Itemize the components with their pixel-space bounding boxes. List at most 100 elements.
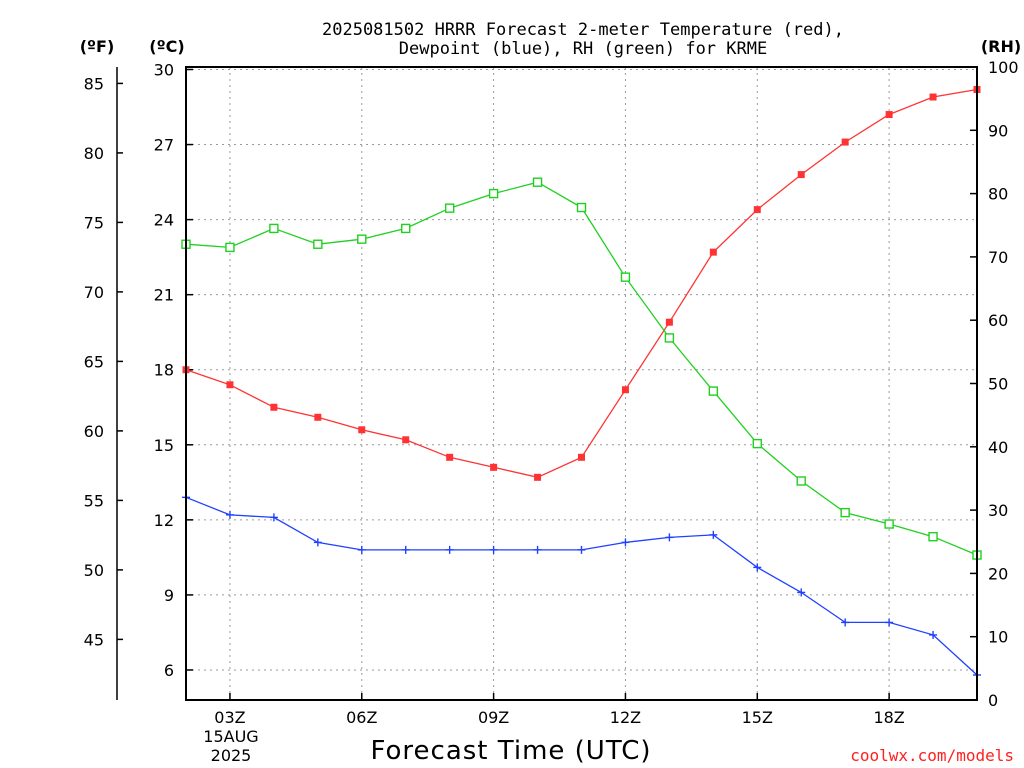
rh-point	[269, 223, 279, 234]
temperature-point	[929, 93, 937, 101]
rh-tick-label: 100	[988, 58, 1019, 77]
temperature-point	[841, 138, 849, 146]
rh-point	[532, 177, 543, 187]
rh-tick-label: 90	[988, 121, 1008, 140]
rh-tick-label: 30	[988, 501, 1008, 520]
fahrenheit-tick-label: 85	[84, 74, 104, 93]
date-label-day: 15AUG	[203, 727, 258, 746]
temperature-point	[226, 381, 234, 389]
rh-tick-label: 50	[988, 375, 1008, 394]
dewpoint-point	[313, 538, 322, 547]
rh-point	[225, 242, 235, 253]
rh-point	[401, 223, 411, 234]
temperature-point	[534, 473, 542, 481]
fahrenheit-tick-label: 60	[84, 422, 104, 441]
series-layer	[181, 86, 982, 679]
fahrenheit-tick-label: 50	[84, 561, 104, 580]
rh-point	[313, 239, 323, 249]
rh-point	[840, 507, 850, 518]
fahrenheit-tick-label: 45	[84, 630, 104, 649]
rh-tick-label: 70	[988, 248, 1008, 267]
celsius-unit-label: (ºC)	[149, 37, 184, 56]
celsius-tick-label: 18	[154, 361, 174, 380]
rh-point	[357, 234, 367, 244]
rh-point	[928, 531, 938, 542]
dewpoint-point	[357, 545, 366, 554]
rh-point	[708, 386, 719, 396]
dewpoint-point	[885, 618, 894, 627]
x-tick-label: 09Z	[478, 708, 509, 727]
plot-frame	[185, 66, 978, 701]
fahrenheit-unit-label: (ºF)	[80, 37, 115, 56]
temperature-point	[402, 436, 410, 444]
temperature-point	[797, 171, 805, 179]
dewpoint-point	[797, 588, 806, 597]
x-tick-label: 03Z	[214, 708, 245, 727]
celsius-tick-label: 24	[154, 211, 174, 230]
fahrenheit-tick-label: 65	[84, 352, 104, 371]
rh-point	[576, 202, 587, 213]
celsius-tick-label: 30	[154, 61, 174, 80]
x-tick-label: 12Z	[610, 708, 641, 727]
temperature-point	[270, 403, 278, 411]
x-tick-label: 15Z	[742, 708, 773, 727]
celsius-tick-label: 21	[154, 286, 174, 305]
rh-tick-label: 40	[988, 438, 1008, 457]
series-line-0	[185, 88, 978, 478]
rh-point	[488, 188, 499, 199]
temperature-point	[709, 248, 717, 256]
x-axis-label: Forecast Time (UTC)	[370, 736, 651, 766]
celsius-tick-label: 6	[164, 661, 174, 680]
axis-ticks: 6 9 12 15 18 21 24 27 30 03Z 06Z 09Z 12Z 15Z 18Z 45 50 55…	[84, 58, 1019, 727]
temperature-point	[753, 206, 761, 214]
rh-point	[752, 438, 762, 449]
dewpoint-point	[533, 545, 542, 554]
chart-title-line-2: Dewpoint (blue), RH (green) for KRME	[399, 39, 767, 59]
rh-point	[620, 272, 631, 282]
dewpoint-point	[445, 545, 454, 554]
x-tick-label: 06Z	[346, 708, 377, 727]
fahrenheit-tick-label: 80	[84, 144, 104, 163]
fahrenheit-tick-label: 70	[84, 283, 104, 302]
rh-point	[884, 519, 894, 529]
fahrenheit-tick-label: 55	[84, 491, 104, 510]
celsius-tick-label: 15	[154, 436, 174, 455]
dewpoint-point	[929, 630, 938, 639]
temperature-point	[621, 386, 629, 394]
temperature-point	[446, 453, 454, 461]
grid-lines	[186, 67, 977, 700]
dewpoint-point	[225, 510, 234, 519]
temperature-point	[885, 111, 893, 119]
dewpoint-point	[753, 563, 762, 572]
celsius-tick-label: 9	[164, 586, 174, 605]
series-line-2	[185, 181, 978, 556]
date-label-year: 2025	[211, 746, 252, 765]
temperature-point	[578, 453, 585, 461]
rh-tick-label: 10	[988, 628, 1008, 647]
temperature-point	[490, 463, 498, 471]
rh-tick-label: 0	[988, 691, 998, 710]
rh-point	[664, 333, 675, 343]
dewpoint-point	[665, 533, 674, 542]
rh-point	[444, 203, 455, 213]
series-line-1	[185, 496, 978, 676]
temperature-point	[665, 318, 673, 326]
temperature-point	[314, 413, 322, 421]
celsius-tick-label: 27	[154, 136, 174, 155]
rh-tick-label: 20	[988, 564, 1008, 583]
dewpoint-point	[621, 538, 630, 547]
dewpoint-point	[841, 618, 850, 627]
rh-point	[796, 476, 806, 486]
rh-tick-label: 60	[988, 311, 1008, 330]
chart-title-line-1: 2025081502 HRRR Forecast 2-meter Tempera…	[322, 20, 844, 40]
fahrenheit-tick-label: 75	[84, 213, 104, 232]
celsius-tick-label: 12	[154, 511, 174, 530]
dewpoint-point	[577, 545, 586, 554]
dewpoint-point	[401, 545, 410, 554]
credit-text: coolwx.com/models	[850, 746, 1014, 765]
dewpoint-point	[709, 530, 718, 539]
dewpoint-point	[269, 513, 278, 522]
rh-unit-label: (RH)	[981, 37, 1021, 56]
x-tick-label: 18Z	[873, 708, 904, 727]
